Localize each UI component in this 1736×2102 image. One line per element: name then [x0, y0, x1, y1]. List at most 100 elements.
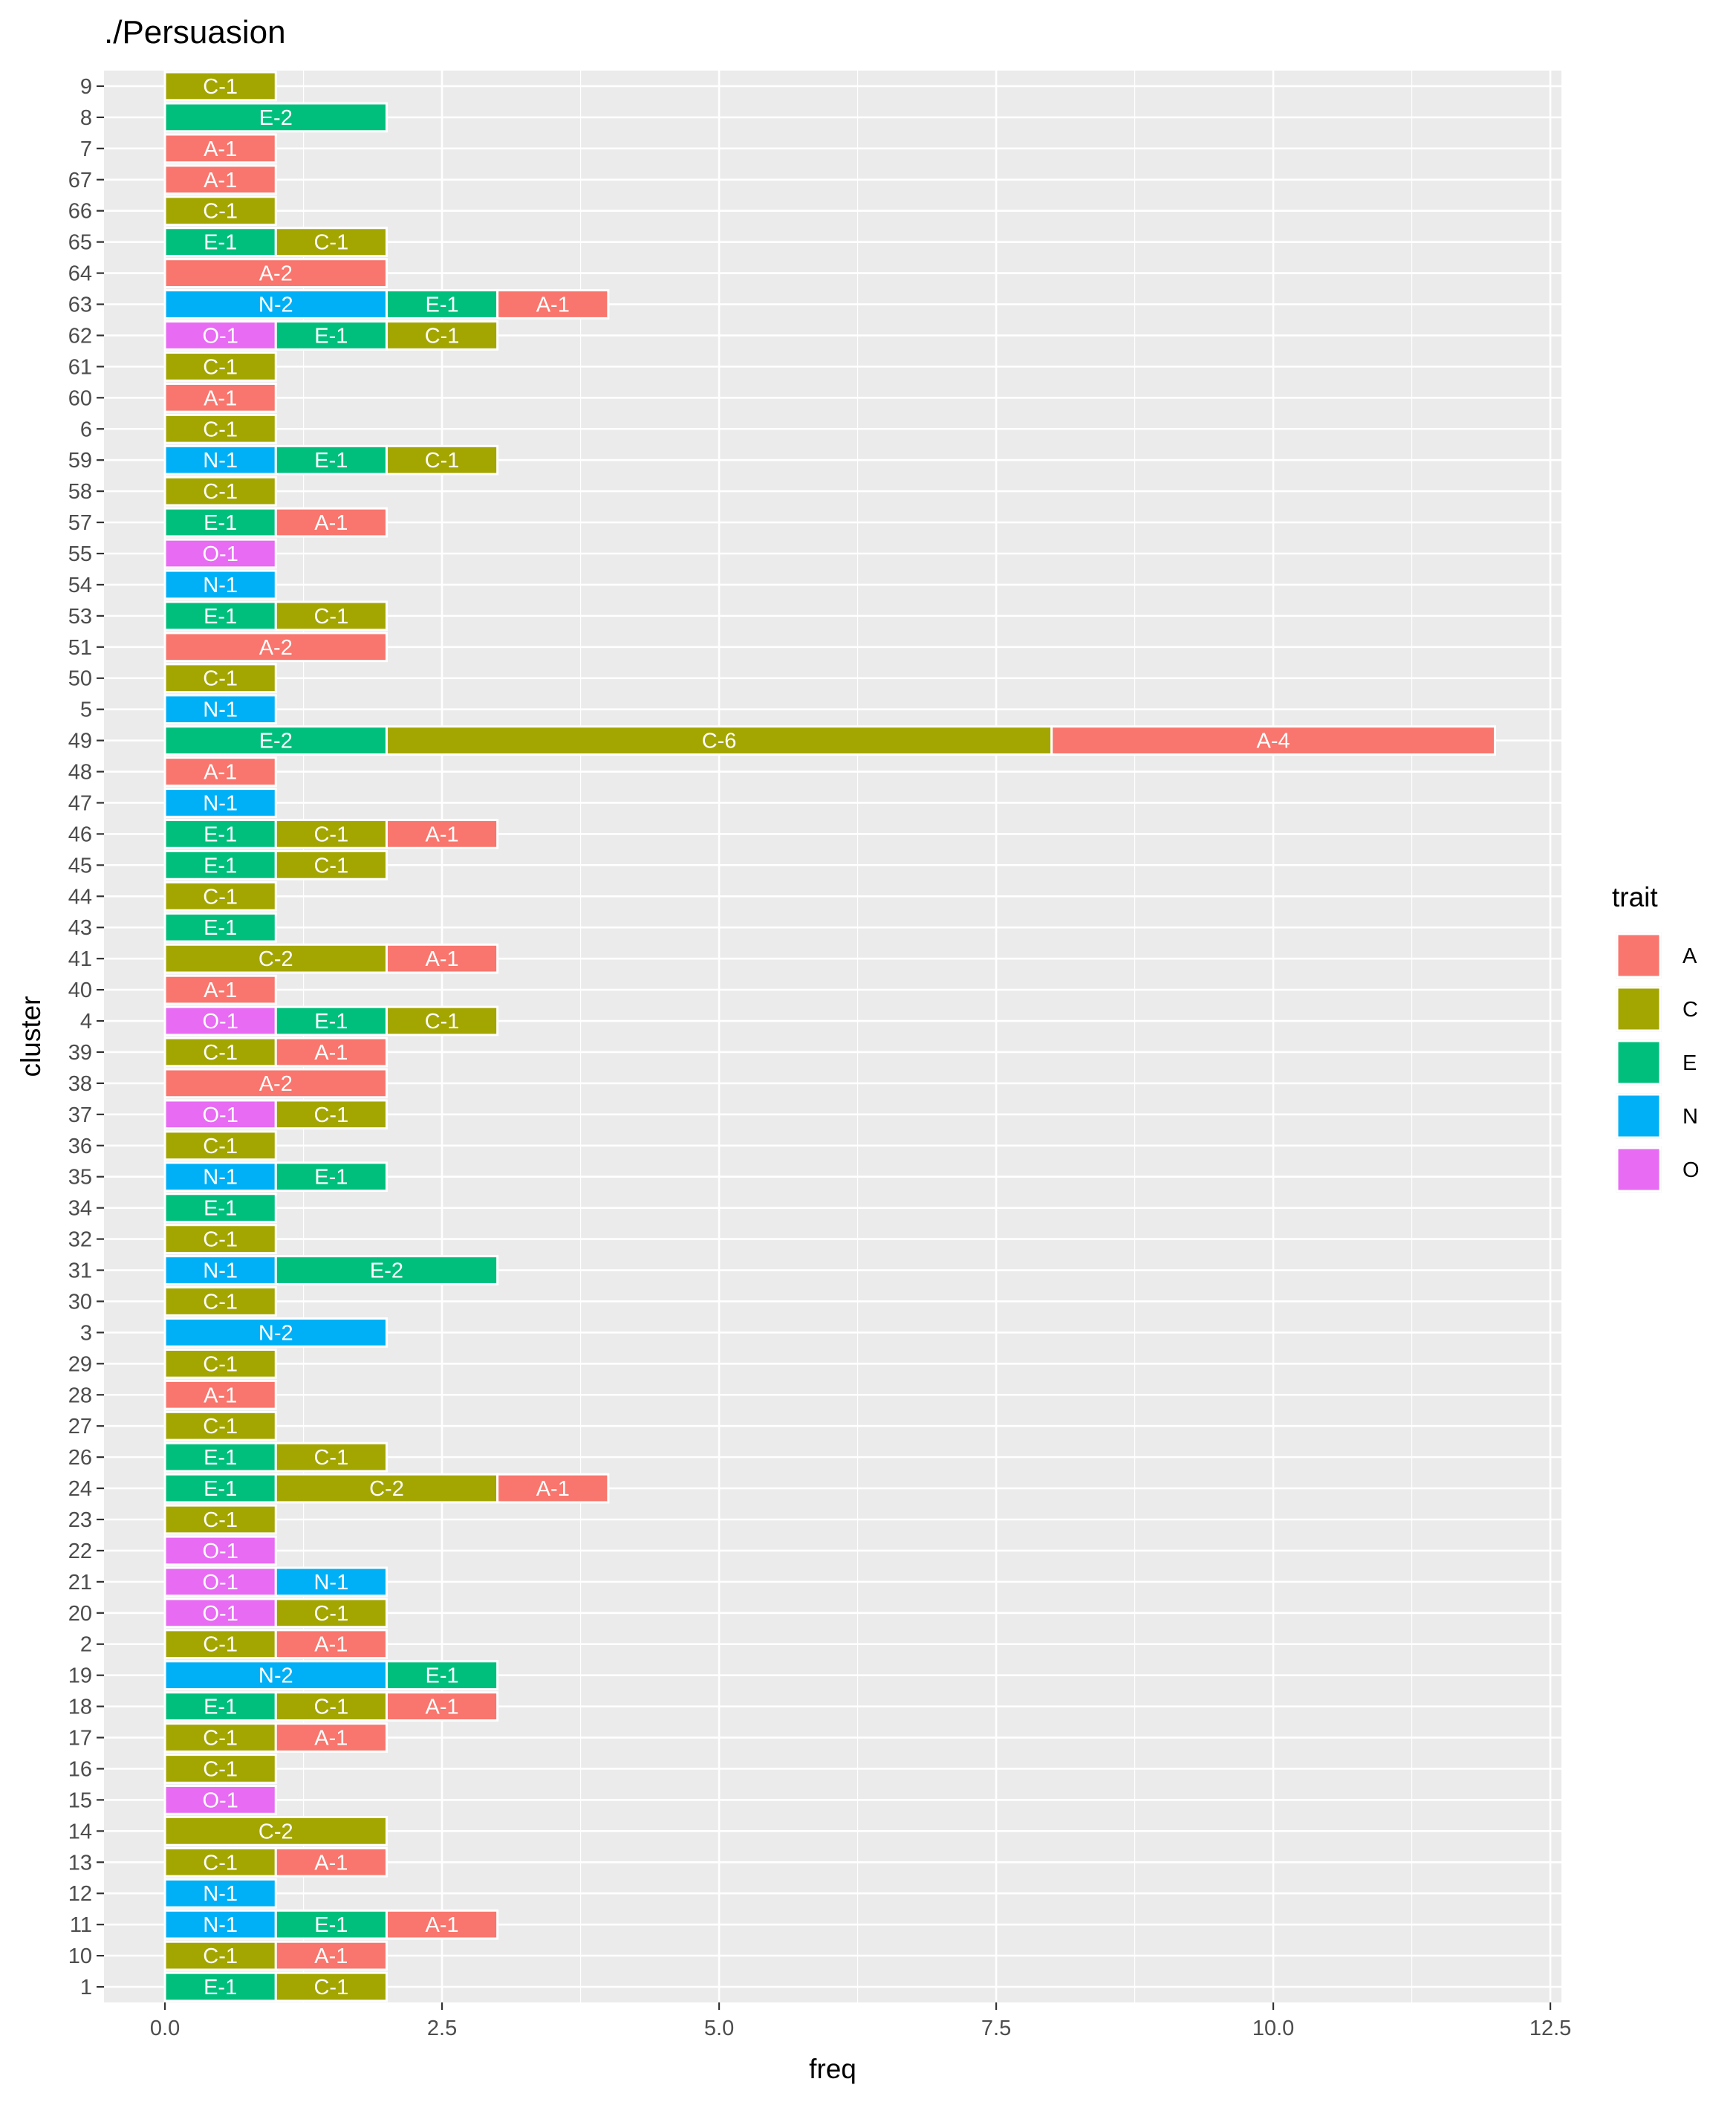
y-tick-label: 36: [68, 1135, 92, 1158]
bar-segment: [163, 164, 277, 195]
bar-segment: [274, 507, 388, 538]
bar-segment: [385, 320, 499, 351]
bar-segment: [163, 632, 388, 663]
bar-label: O-1: [202, 1010, 238, 1034]
bar-label: A-1: [314, 1727, 348, 1751]
y-tick-label: 17: [68, 1727, 92, 1751]
bar-label: N-1: [203, 1882, 238, 1906]
bar-segment: [163, 1441, 277, 1473]
bar-segment: [274, 444, 388, 476]
bar-segment: [163, 1068, 388, 1099]
bar-label: C-1: [203, 1633, 238, 1657]
bar-label: C-1: [313, 1602, 348, 1626]
bar-segment: [163, 1909, 277, 1940]
bar-label: E-1: [425, 293, 458, 317]
bar-segment: [385, 943, 499, 974]
bar-segment: [385, 1909, 499, 1940]
y-tick-label: 44: [68, 885, 92, 909]
bar-label: N-1: [203, 449, 238, 473]
y-tick-label: 43: [68, 916, 92, 940]
y-tick-label: 40: [68, 979, 92, 1002]
bar-segment: [163, 600, 277, 632]
bar-label: A-4: [1257, 730, 1290, 753]
bar-segment: [163, 1878, 277, 1909]
bar-segment: [163, 1629, 277, 1660]
bar-segment: [163, 943, 388, 974]
bar-label: E-1: [204, 1477, 237, 1501]
y-tick-label: 11: [70, 1913, 92, 1937]
bar-segment: [163, 1130, 277, 1161]
bar-segment: [496, 1473, 610, 1504]
bar-segment: [163, 1161, 277, 1193]
y-tick-label: 3: [80, 1321, 92, 1345]
bar-segment: [163, 880, 277, 912]
bar-label: A-1: [425, 947, 458, 971]
y-tick-label: 57: [68, 511, 92, 535]
grid-lines: [104, 71, 1561, 2002]
y-tick-label: 19: [68, 1664, 92, 1688]
bar-segment: [163, 413, 277, 444]
bar-label: C-1: [203, 1727, 238, 1751]
y-tick-label: 27: [68, 1415, 92, 1438]
y-tick-label: 45: [68, 854, 92, 878]
bar-segment: [163, 819, 277, 849]
bar-label: A-1: [536, 293, 570, 317]
y-tick-label: 22: [68, 1540, 92, 1563]
legend-label: E: [1683, 1051, 1697, 1075]
legend-label: A: [1683, 944, 1697, 968]
bar-label: A-1: [314, 1944, 348, 1968]
bar-segment: [163, 1660, 388, 1691]
bar-segment: [163, 227, 277, 258]
y-tick-label: 48: [68, 761, 92, 785]
bar-label: E-1: [425, 1664, 458, 1688]
bar-label: E-1: [204, 916, 237, 940]
legend-swatch: [1616, 932, 1662, 979]
y-tick-label: 12: [68, 1882, 92, 1906]
bar-label: O-1: [202, 1602, 238, 1626]
y-tick-label: 47: [68, 791, 92, 815]
bar-label: A-1: [536, 1477, 570, 1501]
y-tick-label: 7: [80, 137, 92, 161]
bar-segment: [274, 1971, 388, 2002]
bar-segment: [163, 289, 388, 319]
y-tick-label: 66: [68, 200, 92, 224]
bar-label: A-1: [204, 979, 237, 1002]
bar-label: C-1: [203, 1352, 238, 1376]
bar-segment: [163, 788, 277, 818]
y-tick-label: 53: [68, 605, 92, 629]
legend-label: C: [1683, 998, 1698, 1022]
y-axis: 9 8 7 67 66 65 64 63 62 61 60 6 59 58 57 55 54 53 51 50 5 49 4…: [68, 75, 104, 1999]
bar-label: E-1: [314, 1913, 348, 1937]
y-tick-label: 13: [68, 1851, 92, 1875]
bar-label: C-1: [203, 418, 238, 441]
x-tick-label: 12.5: [1529, 2017, 1571, 2040]
x-tick-label: 7.5: [981, 2017, 1011, 2040]
bar-label: E-1: [204, 511, 237, 535]
bar-segment: [163, 849, 277, 880]
bar-label: C-1: [203, 1228, 238, 1252]
bar-label: O-1: [202, 542, 238, 566]
bar-segment: [163, 71, 277, 102]
bar-segment: [274, 1441, 388, 1473]
bar-segment: [163, 1317, 388, 1348]
bar-segment: [163, 663, 277, 694]
bar-segment: [274, 1722, 388, 1753]
bar-label: E-1: [204, 1446, 237, 1470]
bar-label: C-2: [369, 1477, 404, 1501]
legend-swatch: [1616, 1146, 1662, 1193]
bar-segment: [163, 1815, 388, 1846]
bar-segment: [163, 694, 277, 725]
y-tick-label: 32: [68, 1228, 92, 1252]
bar-label: E-1: [204, 1976, 237, 1999]
y-tick-label: 59: [68, 449, 92, 473]
bar-label: C-1: [203, 1415, 238, 1438]
bar-segment: [163, 258, 388, 288]
bar-label: C-1: [203, 885, 238, 909]
bar-label: E-1: [204, 1197, 237, 1221]
y-tick-label: 1: [80, 1976, 92, 1999]
chart-title: ./Persuasion: [104, 14, 286, 51]
bar-label: A-1: [314, 1633, 348, 1657]
bar-label: C-1: [313, 1103, 348, 1127]
bar-segment: [163, 912, 277, 943]
y-tick-label: 16: [68, 1757, 92, 1781]
